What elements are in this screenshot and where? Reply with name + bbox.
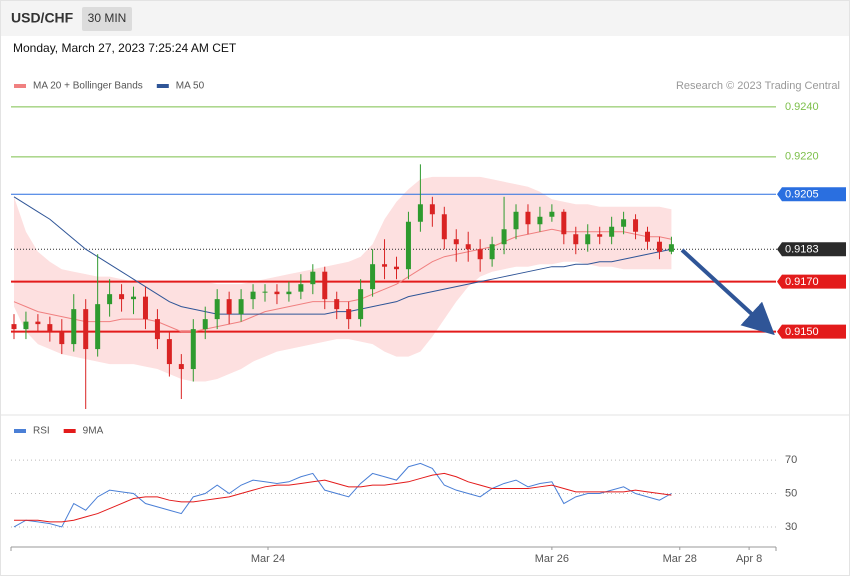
legend-swatch xyxy=(63,429,76,433)
legend-label: RSI xyxy=(33,426,50,437)
candle-body xyxy=(668,244,674,252)
candle-body xyxy=(417,204,423,222)
legend-label: 9MA xyxy=(83,426,104,437)
level-label: 0.9150 xyxy=(785,326,819,338)
candle-body xyxy=(142,296,148,320)
candle-body xyxy=(609,226,615,237)
candle-body xyxy=(178,364,184,370)
candle-body xyxy=(274,291,280,295)
candle-body xyxy=(23,321,29,330)
candle-body xyxy=(513,211,519,230)
candle-body xyxy=(154,319,160,340)
level-label: 0.9183 xyxy=(785,244,819,256)
candle-body xyxy=(11,324,17,330)
candle-body xyxy=(405,221,411,270)
candle-body xyxy=(250,291,256,300)
y-tick-label: 70 xyxy=(785,454,797,466)
legend-swatch xyxy=(156,84,169,88)
candle-body xyxy=(358,289,364,320)
header-bar xyxy=(1,1,849,36)
candle-body xyxy=(441,214,447,240)
candle-body xyxy=(238,299,244,315)
candle-body xyxy=(190,329,196,370)
candle-body xyxy=(370,264,376,290)
candle-body xyxy=(202,319,208,330)
candle-body xyxy=(645,231,651,242)
legend-swatch xyxy=(14,429,26,433)
candle-body xyxy=(656,241,662,252)
x-tick-label: Mar 24 xyxy=(251,553,285,565)
candle-body xyxy=(573,234,579,245)
candle-body xyxy=(465,244,471,250)
x-tick-label: Apr 8 xyxy=(736,553,762,565)
timeframe: 30 MIN xyxy=(88,11,127,25)
level-label: 0.9220 xyxy=(785,151,819,163)
candle-body xyxy=(525,211,531,225)
candle-body xyxy=(83,309,89,350)
candle-body xyxy=(59,331,65,345)
candle-body xyxy=(633,219,639,232)
candle-body xyxy=(585,234,591,245)
candle-body xyxy=(489,244,495,260)
candle-body xyxy=(71,309,77,345)
candle-body xyxy=(119,294,125,300)
candle-body xyxy=(346,309,352,320)
x-tick-label: Mar 26 xyxy=(535,553,569,565)
candle-body xyxy=(382,264,388,267)
level-box xyxy=(777,242,846,257)
legend-label: MA 20 + Bollinger Bands xyxy=(33,81,143,92)
candle-body xyxy=(621,219,627,227)
candle-body xyxy=(131,296,137,300)
credit: Research © 2023 Trading Central xyxy=(676,80,840,92)
candle-body xyxy=(298,284,304,292)
legend-label: MA 50 xyxy=(176,81,205,92)
candle-body xyxy=(35,321,41,325)
candle-body xyxy=(393,266,399,270)
moving-average xyxy=(13,196,672,315)
candle-body xyxy=(429,204,435,215)
candle-body xyxy=(286,291,292,295)
x-tick-label: Mar 28 xyxy=(663,553,697,565)
candle-body xyxy=(549,211,555,217)
candle-body xyxy=(537,216,543,225)
symbol: USD/CHF xyxy=(11,10,74,26)
level-box xyxy=(777,324,846,339)
timestamp: Monday, March 27, 2023 7:25:24 AM CET xyxy=(13,41,237,55)
forecast-arrow xyxy=(680,248,775,336)
candle-body xyxy=(226,299,232,315)
candle-body xyxy=(597,234,603,237)
y-tick-label: 50 xyxy=(785,487,797,499)
legend-swatch xyxy=(14,84,26,88)
candle-body xyxy=(214,299,220,320)
candle-body xyxy=(95,304,101,350)
candle-body xyxy=(501,229,507,245)
candle-body xyxy=(334,299,340,310)
candle-body xyxy=(453,239,459,245)
level-box xyxy=(777,187,846,202)
candle-body xyxy=(166,339,172,365)
candle-body xyxy=(310,271,316,285)
candle-body xyxy=(561,211,567,235)
candle-body xyxy=(47,324,53,332)
level-box xyxy=(777,274,846,289)
level-label: 0.9170 xyxy=(785,276,819,288)
candle-body xyxy=(322,271,328,300)
indicator-line xyxy=(13,472,672,523)
candle-body xyxy=(477,249,483,260)
level-label: 0.9205 xyxy=(785,189,819,201)
timeframe-badge xyxy=(82,7,132,31)
indicator-line xyxy=(13,462,672,528)
candle-body xyxy=(107,294,113,305)
candle-body xyxy=(262,291,268,293)
y-tick-label: 30 xyxy=(785,521,797,533)
level-label: 0.9240 xyxy=(785,101,819,113)
